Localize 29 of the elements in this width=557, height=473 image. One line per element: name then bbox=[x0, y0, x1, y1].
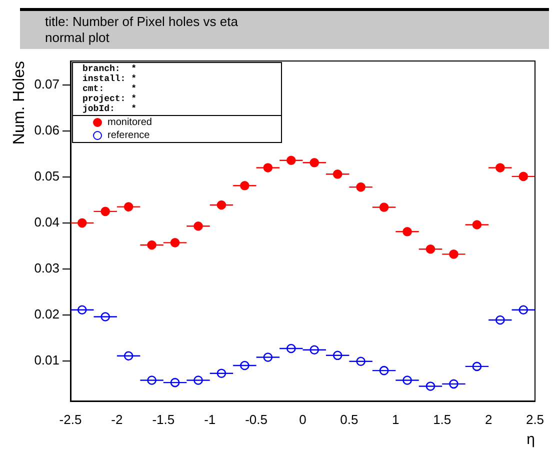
chart-title: title: Number of Pixel holes vs eta bbox=[45, 14, 239, 30]
x-tick-label: 0.5 bbox=[340, 412, 358, 427]
x-tick-label: 1 bbox=[392, 412, 400, 427]
annotation: jobId: * bbox=[82, 104, 138, 114]
legend-label: reference bbox=[108, 130, 150, 141]
chart-subtitle: normal plot bbox=[45, 30, 110, 46]
y-tick-label: 0.03 bbox=[34, 260, 60, 276]
annotation: branch: * bbox=[82, 64, 138, 74]
y-tick-label: 0.01 bbox=[34, 352, 60, 368]
y-tick-label: 0.02 bbox=[34, 306, 60, 322]
x-tick-label: -1.5 bbox=[152, 412, 175, 427]
annotation: install: * bbox=[82, 74, 138, 84]
x-tick-label: 2 bbox=[484, 412, 492, 427]
y-tick-label: 0.05 bbox=[34, 168, 60, 184]
x-tick-label: -2.5 bbox=[59, 412, 82, 427]
x-tick-label: -2 bbox=[111, 412, 123, 427]
annotation: cmt: * bbox=[82, 84, 138, 94]
y-axis-title: Num. Holes bbox=[11, 61, 28, 145]
x-tick-label: 0 bbox=[299, 412, 306, 427]
x-axis-title: η bbox=[526, 431, 535, 448]
annotation: project: * bbox=[82, 94, 138, 104]
x-tick-label: -1 bbox=[204, 412, 216, 427]
legend-label: monitored bbox=[108, 117, 152, 128]
x-tick-label: -0.5 bbox=[245, 412, 268, 427]
y-tick-label: 0.07 bbox=[34, 76, 60, 92]
y-tick-label: 0.04 bbox=[34, 214, 60, 230]
x-tick-label: 2.5 bbox=[526, 412, 544, 427]
x-tick-label: 1.5 bbox=[433, 412, 452, 427]
y-tick-label: 0.06 bbox=[34, 122, 60, 138]
